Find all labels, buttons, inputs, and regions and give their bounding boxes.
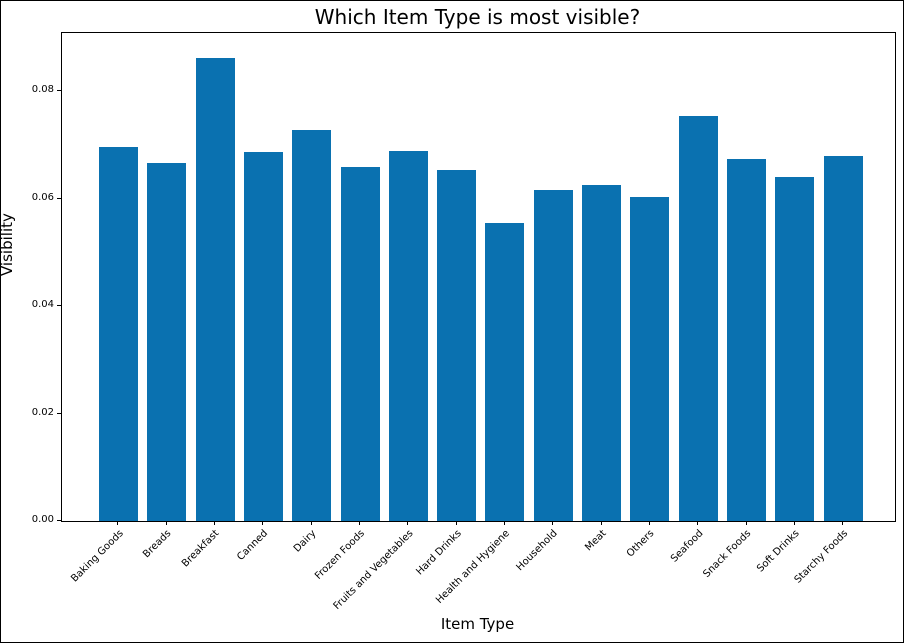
x-tick-label: Canned [235, 528, 271, 563]
bar [485, 223, 525, 521]
x-tick [842, 521, 844, 525]
x-tick-label: Baking Goods [68, 528, 126, 585]
x-tick-label: Dairy [291, 528, 319, 555]
x-tick [407, 521, 409, 525]
x-tick [648, 521, 650, 525]
x-tick [165, 521, 167, 525]
x-tick-label: Snack Foods [701, 528, 754, 580]
bar [243, 152, 283, 521]
x-tick [600, 521, 602, 525]
bar [823, 155, 863, 521]
y-tick-label: 0.04 [31, 299, 54, 311]
x-tick [697, 521, 699, 525]
y-tick [57, 305, 61, 307]
x-tick-label: Frozen Foods [312, 528, 367, 582]
x-tick [552, 521, 554, 525]
x-tick [117, 521, 119, 525]
bar [98, 147, 138, 521]
y-tick [57, 90, 61, 92]
x-tick-label: Others [625, 528, 657, 560]
bar [678, 116, 718, 521]
x-tick-label: Breads [141, 528, 174, 561]
bar [727, 159, 767, 521]
x-tick [359, 521, 361, 525]
chart-title: Which Item Type is most visible? [314, 5, 641, 29]
bar [582, 185, 622, 521]
plot-area [61, 32, 896, 522]
x-tick-label: Household [514, 528, 561, 574]
y-tick-label: 0.08 [31, 84, 54, 96]
y-tick-label: 0.02 [31, 406, 54, 418]
bar [437, 170, 477, 521]
bar [340, 167, 380, 521]
x-tick [214, 521, 216, 525]
x-tick-label: Soft Drinks [755, 528, 802, 575]
x-tick-label: Breakfast [180, 528, 222, 570]
bar [533, 190, 573, 521]
bar [630, 196, 670, 521]
x-tick [455, 521, 457, 525]
bar [388, 151, 428, 521]
x-tick-label: Hard Drinks [413, 528, 464, 578]
bar [195, 57, 235, 521]
y-tick-label: 0.06 [31, 191, 54, 203]
y-tick [57, 197, 61, 199]
y-tick [57, 520, 61, 521]
x-tick [503, 521, 505, 525]
y-tick-label: 0.00 [31, 514, 54, 525]
x-tick [262, 521, 264, 525]
y-axis-label: Visibility [0, 213, 16, 276]
x-tick-label: Fruits and Vegetables [331, 528, 416, 613]
bar [292, 129, 332, 521]
x-tick-label: Meat [583, 528, 609, 554]
bar [147, 163, 187, 521]
x-tick [310, 521, 312, 525]
x-tick-label: Seafood [668, 528, 706, 565]
x-axis-label: Item Type [440, 615, 515, 633]
bar [775, 176, 815, 521]
x-tick [793, 521, 795, 525]
x-tick [745, 521, 747, 525]
y-tick [57, 412, 61, 414]
